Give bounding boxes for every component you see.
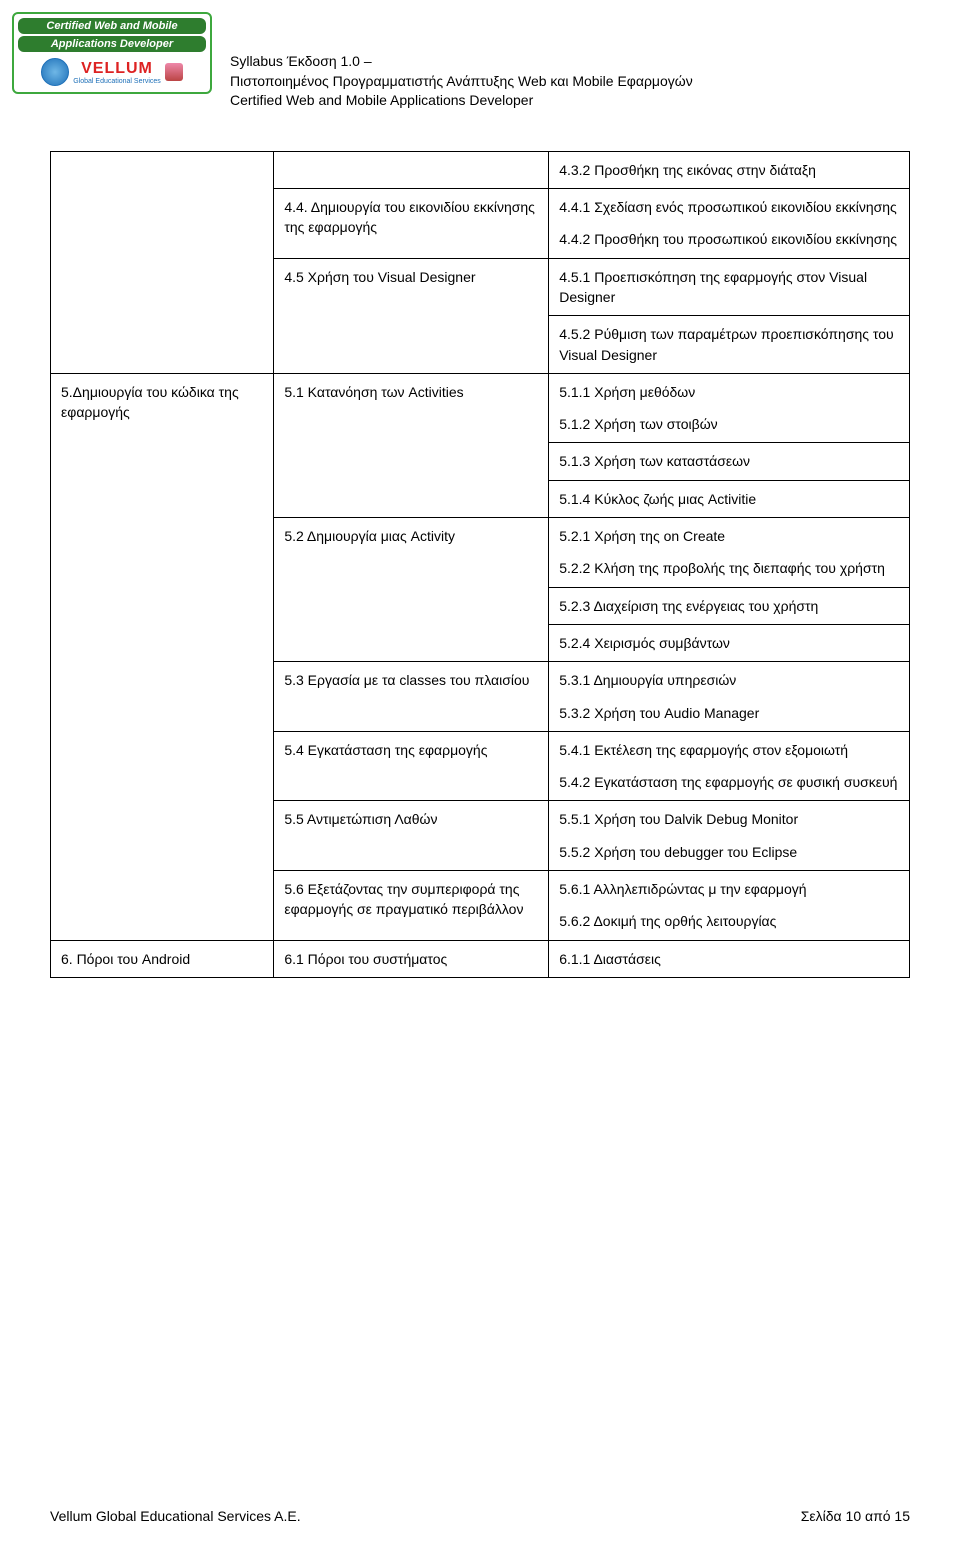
cell-topic: 5.3 Εργασία με τα classes του πλαισίου — [274, 662, 549, 732]
syllabus-table-main: 4.3.2 Προσθήκη της εικόνας στην διάταξη … — [50, 151, 910, 978]
table-row: 4.3.2 Προσθήκη της εικόνας στην διάταξη — [51, 151, 910, 188]
cell-item: 5.3.1 Δημιουργία υπηρεσιών 5.3.2 Χρήση τ… — [549, 662, 910, 732]
globe-icon — [41, 58, 69, 86]
cell-item: 5.2.1 Χρήση της on Create 5.2.2 Κλήση τη… — [549, 518, 910, 588]
cell-item: 6.1.1 Διαστάσεις — [549, 940, 910, 977]
table-row: 5.Δημιουργία του κώδικα της εφαρμογής 5.… — [51, 373, 910, 443]
cell-topic: 4.4. Δημιουργία του εικονιδίου εκκίνησης… — [274, 189, 549, 259]
badge-line2: Applications Developer — [18, 36, 206, 52]
cell-item: 4.3.2 Προσθήκη της εικόνας στην διάταξη — [549, 151, 910, 188]
cell-topic: 5.4 Εγκατάσταση της εφαρμογής — [274, 731, 549, 801]
cell-category-5: 5.Δημιουργία του κώδικα της εφαρμογής — [51, 373, 274, 940]
page-footer: Vellum Global Educational Services A.E. … — [50, 1508, 910, 1524]
cell-item: 5.4.1 Εκτέλεση της εφαρμογής στον εξομοι… — [549, 731, 910, 801]
cell-topic: 4.5 Χρήση του Visual Designer — [274, 258, 549, 373]
cell-topic: 6.1 Πόροι του συστήματος — [274, 940, 549, 977]
badge-brand-sub: Global Educational Services — [73, 78, 161, 85]
footer-right: Σελίδα 10 από 15 — [801, 1508, 910, 1524]
cell-item: 4.5.1 Προεπισκόπηση της εφαρμογής στον V… — [549, 258, 910, 316]
certification-badge: Certified Web and Mobile Applications De… — [12, 12, 212, 94]
cell-item: 5.2.4 Χειρισμός συμβάντων — [549, 624, 910, 661]
cell-category-4 — [51, 151, 274, 373]
cell-item: 5.2.3 Διαχείριση της ενέργειας του χρήστ… — [549, 587, 910, 624]
badge-line1: Certified Web and Mobile — [18, 18, 206, 34]
cell-topic-empty — [274, 151, 549, 188]
cell-category-6: 6. Πόροι του Android — [51, 940, 274, 977]
badge-logo: VELLUM Global Educational Services — [18, 54, 206, 88]
cell-item: 4.4.1 Σχεδίαση ενός προσωπικού εικονιδίο… — [549, 189, 910, 259]
cell-item: 5.1.4 Κύκλος ζωής μιας Activitie — [549, 480, 910, 517]
cell-item: 4.5.2 Ρύθμιση των παραμέτρων προεπισκόπη… — [549, 316, 910, 374]
cell-item: 5.5.1 Χρήση του Dalvik Debug Monitor 5.5… — [549, 801, 910, 871]
cell-topic: 5.2 Δημιουργία μιας Activity — [274, 518, 549, 662]
badge-brand: VELLUM — [73, 60, 161, 78]
header-line3: Certified Web and Mobile Applications De… — [230, 91, 910, 111]
header-line1: Syllabus Έκδοση 1.0 – — [230, 52, 910, 72]
header-line2: Πιστοποιημένος Προγραμματιστής Ανάπτυξης… — [230, 72, 910, 92]
footer-left: Vellum Global Educational Services A.E. — [50, 1508, 301, 1524]
cell-item: 5.6.1 Αλληλεπιδρώντας μ την εφαρμογή 5.6… — [549, 871, 910, 941]
cell-topic: 5.1 Κατανόηση των Activities — [274, 373, 549, 517]
table-row: 6. Πόροι του Android 6.1 Πόροι του συστή… — [51, 940, 910, 977]
device-icon — [165, 63, 183, 81]
cell-topic: 5.5 Αντιμετώπιση Λαθών — [274, 801, 549, 871]
cell-topic: 5.6 Εξετάζοντας την συμπεριφορά της εφαρ… — [274, 871, 549, 941]
cell-item: 5.1.3 Χρήση των καταστάσεων — [549, 443, 910, 480]
document-header: Syllabus Έκδοση 1.0 – Πιστοποιημένος Προ… — [230, 30, 910, 141]
cell-item: 5.1.1 Χρήση μεθόδων 5.1.2 Χρήση των στοι… — [549, 373, 910, 443]
